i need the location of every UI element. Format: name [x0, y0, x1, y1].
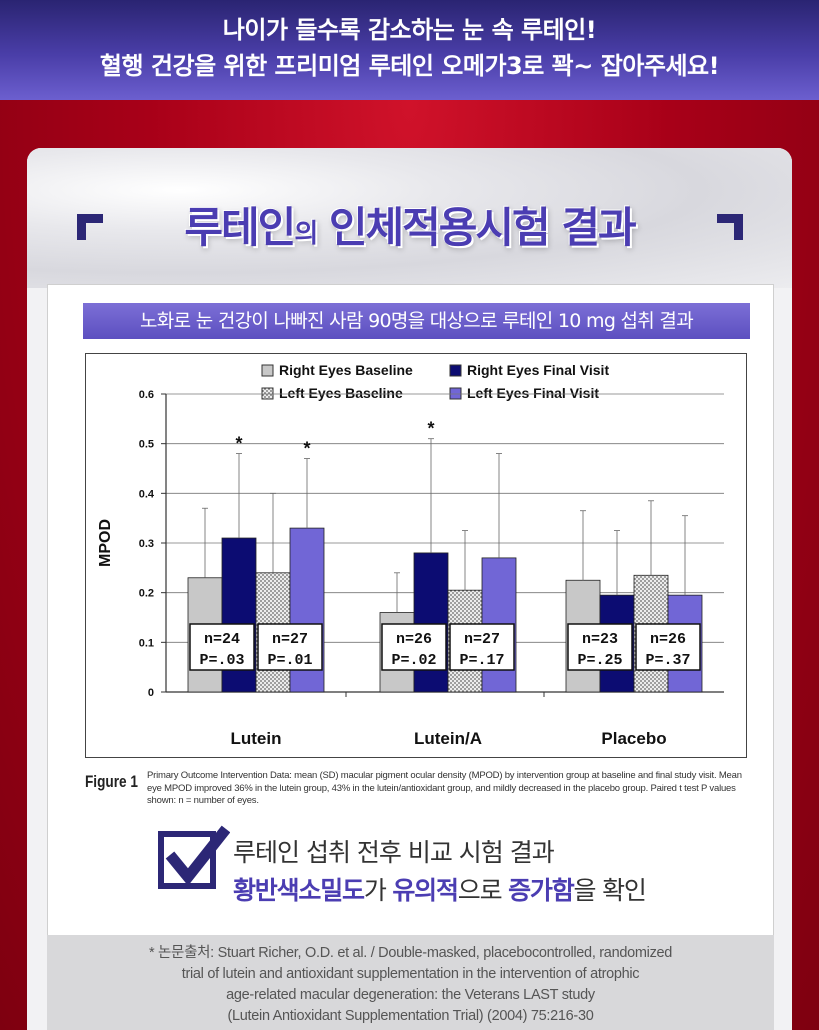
figure-caption-text: Primary Outcome Intervention Data: mean …	[147, 770, 742, 806]
legend-label-1: Right Eyes Final Visit	[467, 362, 609, 378]
y-tick-label: 0.1	[139, 637, 154, 649]
figure-label: Figure 1	[85, 772, 138, 791]
citation-line-2: trial of lutein and antioxidant suppleme…	[181, 966, 640, 982]
result-text-a: 가	[363, 876, 393, 905]
x-category-label: Lutein	[231, 729, 282, 748]
left-bracket-icon	[77, 214, 103, 240]
citation-line-1: * 논문출처: Stuart Richer, O.D. et al. / Dou…	[148, 945, 673, 961]
banner-line-1: 나이가 들수록 감소하는 눈 속 루테인!	[222, 16, 597, 44]
stat-box	[189, 623, 255, 671]
legend-swatch-2	[261, 387, 274, 400]
citation-footer: * 논문출처: Stuart Richer, O.D. et al. / Dou…	[47, 935, 774, 1030]
stat-n: n=27	[464, 631, 500, 648]
checkbox-icon	[158, 825, 230, 889]
main-title-part-3: 인체적용시험 결과	[316, 203, 637, 252]
result-line-1: 루테인 섭취 전후 비교 시험 결과	[233, 838, 555, 867]
card-header-bg	[27, 148, 792, 288]
result-text-c: 을 확인	[573, 876, 647, 905]
legend-swatch-1	[449, 364, 462, 377]
study-subtitle: 노화로 눈 건강이 나빠진 사람 90명을 대상으로 루테인 10 mg 섭취 …	[83, 303, 750, 339]
content-card: 루테인의 인체적용시험 결과 노화로 눈 건강이 나빠진 사람 90명을 대상으…	[27, 148, 792, 1030]
significance-star: *	[235, 434, 242, 454]
main-title: 루테인의 인체적용시험 결과	[27, 194, 792, 255]
result-text-b: 으로	[457, 876, 509, 905]
legend-label-2: Left Eyes Baseline	[279, 385, 403, 401]
stat-p: P=.25	[577, 652, 622, 669]
citation-line-3: age-related macular degeneration: the Ve…	[226, 987, 595, 1003]
stat-n: n=26	[396, 631, 432, 648]
chart-frame: Right Eyes Baseline Right Eyes Final Visi…	[85, 353, 747, 758]
stat-box	[635, 623, 701, 671]
mpod-bar-chart: Right Eyes Baseline Right Eyes Final Visi…	[97, 362, 724, 748]
y-tick-label: 0.3	[139, 538, 154, 550]
result-line-2: 황반색소밀도가 유의적으로 증가함을 확인	[233, 871, 647, 907]
stat-p: P=.17	[459, 652, 504, 669]
citation-line-4: (Lutein Antioxidant Supplementation Tria…	[227, 1008, 594, 1024]
stat-n: n=26	[650, 631, 686, 648]
banner-line-2: 혈행 건강을 위한 프리미엄 루테인 오메가3로 꽉~ 잡아주세요!	[99, 52, 720, 80]
result-term-increase: 증가함	[508, 876, 575, 905]
significance-star: *	[427, 419, 434, 439]
y-tick-label: 0	[148, 687, 154, 699]
top-banner: 나이가 들수록 감소하는 눈 속 루테인! 혈행 건강을 위한 프리미엄 루테인…	[0, 0, 819, 100]
result-term-mpd: 황반색소밀도	[233, 876, 365, 905]
x-category-label: Placebo	[601, 729, 666, 748]
legend-label-3: Left Eyes Final Visit	[467, 385, 599, 401]
main-title-part-2: 의	[294, 219, 318, 249]
right-bracket-icon	[717, 214, 743, 240]
study-panel: 노화로 눈 건강이 나빠진 사람 90명을 대상으로 루테인 10 mg 섭취 …	[47, 284, 774, 939]
stat-box	[257, 623, 323, 671]
y-tick-label: 0.6	[139, 389, 154, 401]
legend-swatch-0	[261, 364, 274, 377]
x-category-label: Lutein/A	[414, 729, 482, 748]
stat-box	[567, 623, 633, 671]
stat-p: P=.01	[267, 652, 312, 669]
main-title-part-1: 루테인	[184, 203, 296, 252]
checkmark-icon	[165, 825, 230, 886]
y-tick-label: 0.4	[139, 488, 155, 500]
result-term-significant: 유의적	[392, 876, 459, 905]
stat-box	[449, 623, 515, 671]
stat-p: P=.02	[391, 652, 436, 669]
stat-n: n=23	[582, 631, 618, 648]
y-tick-label: 0.2	[139, 588, 154, 600]
significance-star: *	[303, 439, 310, 459]
stat-p: P=.03	[199, 652, 244, 669]
stat-box	[381, 623, 447, 671]
bar	[413, 552, 449, 693]
stat-n: n=27	[272, 631, 308, 648]
y-tick-label: 0.5	[139, 439, 154, 451]
legend-label-0: Right Eyes Baseline	[279, 362, 413, 378]
y-axis-label: MPOD	[97, 519, 114, 567]
legend-swatch-3	[449, 387, 462, 400]
stat-n: n=24	[204, 631, 240, 648]
stat-p: P=.37	[645, 652, 690, 669]
